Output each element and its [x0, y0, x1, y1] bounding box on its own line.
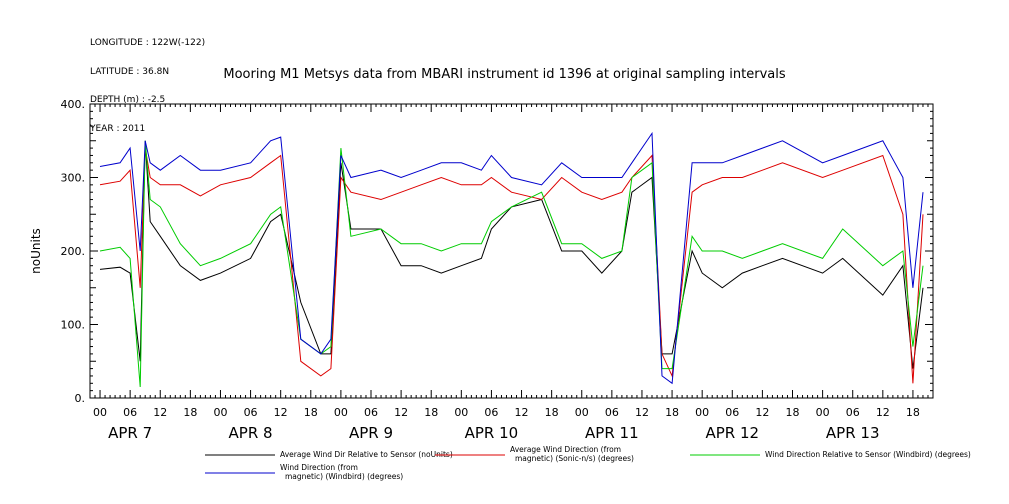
y-tick-label: 200.	[61, 245, 86, 258]
x-hour-label: 06	[244, 406, 258, 419]
legend-label-2: Average Wind Direction (from magnetic) (S…	[510, 445, 634, 463]
legend: Average Wind Dir Relative to Sensor (noU…	[205, 445, 971, 481]
legend-label-line: Average Wind Direction (from	[510, 445, 621, 454]
y-axis-label: noUnits	[29, 228, 43, 274]
x-hour-label: 06	[846, 406, 860, 419]
y-tick-label: 0.	[75, 392, 86, 405]
y-tick-label: 100.	[61, 319, 86, 332]
axes: noUnits	[29, 103, 934, 399]
series-line-3	[99, 140, 924, 388]
x-day-label: APR 9	[349, 424, 393, 442]
x-hour-label: 00	[213, 406, 227, 419]
x-hour-label: 18	[424, 406, 438, 419]
x-day-label: APR 7	[108, 424, 152, 442]
series-line-4	[99, 131, 924, 385]
meta-line: LATITUDE : 36.8N	[90, 66, 170, 77]
meta-line: YEAR : 2011	[90, 123, 146, 134]
y-tick-label: 300.	[61, 172, 86, 185]
plot-frame	[89, 103, 934, 399]
y-tick-label: 400.	[61, 98, 86, 111]
x-hour-label: 18	[304, 406, 318, 419]
x-hour-label: 12	[635, 406, 649, 419]
x-hour-label: 06	[364, 406, 378, 419]
x-hour-label: 12	[515, 406, 529, 419]
x-hour-label: 00	[334, 406, 348, 419]
x-hour-label: 12	[876, 406, 890, 419]
series-lines	[99, 131, 924, 388]
x-hour-label: 18	[906, 406, 920, 419]
series-line-1	[99, 140, 924, 369]
x-hour-label: 06	[725, 406, 739, 419]
x-hour-label: 00	[575, 406, 589, 419]
legend-label-3: Wind Direction Relative to Sensor (Windb…	[765, 450, 971, 459]
x-day-label: APR 10	[465, 424, 519, 442]
metadata-block: LONGITUDE : 122W(-122) LATITUDE : 36.8N …	[90, 20, 205, 144]
x-hour-label: 06	[484, 406, 498, 419]
series-line-2	[99, 148, 924, 384]
ticks: 0. 100. 200. 300. 400. 00 06 12 18 00 06 12 18 00 06 12…	[61, 98, 934, 442]
x-hour-label: 12	[755, 406, 769, 419]
x-day-label: APR 12	[705, 424, 759, 442]
chart-title: Mooring M1 Metsys data from MBARI instru…	[223, 67, 786, 82]
x-hour-label: 18	[786, 406, 800, 419]
x-hour-label: 00	[816, 406, 830, 419]
x-hour-label: 12	[394, 406, 408, 419]
x-day-label: APR 13	[826, 424, 880, 442]
x-hour-label: 06	[605, 406, 619, 419]
x-hour-label: 12	[153, 406, 167, 419]
x-hour-label: 00	[93, 406, 107, 419]
x-day-label: APR 8	[229, 424, 273, 442]
meta-line: DEPTH (m) : -2.5	[90, 95, 166, 105]
x-hour-label: 18	[545, 406, 559, 419]
legend-label-line: Wind Direction (from	[280, 463, 358, 472]
meta-line: LONGITUDE : 122W(-122)	[90, 38, 206, 48]
x-hour-label: 00	[454, 406, 468, 419]
legend-label-1: Average Wind Dir Relative to Sensor (noU…	[280, 450, 453, 459]
x-hour-label: 06	[123, 406, 137, 419]
x-day-label: APR 11	[585, 424, 639, 442]
x-hour-label: 00	[695, 406, 709, 419]
legend-label-line: magnetic) (Windbird) (degrees)	[285, 472, 403, 481]
legend-label-line: magnetic) (Sonic-n/s) (degrees)	[515, 454, 634, 463]
x-hour-label: 12	[274, 406, 288, 419]
x-hour-label: 18	[665, 406, 679, 419]
x-hour-label: 18	[183, 406, 197, 419]
legend-label-4: Wind Direction (from magnetic) (Windbird)…	[280, 463, 403, 481]
